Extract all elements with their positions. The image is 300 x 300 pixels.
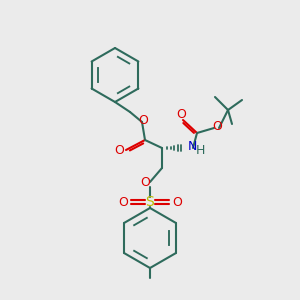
Text: O: O: [172, 196, 182, 208]
Text: O: O: [118, 196, 128, 208]
Text: O: O: [138, 115, 148, 128]
Text: O: O: [114, 143, 124, 157]
Text: H: H: [196, 143, 206, 157]
Text: O: O: [212, 119, 222, 133]
Text: O: O: [140, 176, 150, 188]
Text: N: N: [188, 140, 197, 154]
Text: O: O: [176, 107, 186, 121]
Text: S: S: [146, 195, 154, 209]
